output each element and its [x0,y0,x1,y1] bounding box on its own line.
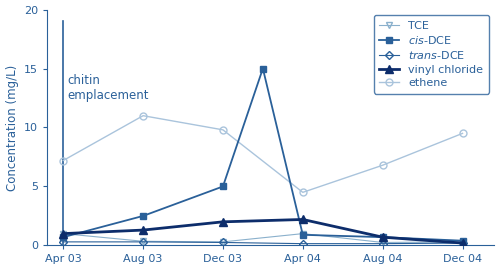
Legend: TCE, $\it{cis}$-DCE, $\it{trans}$-DCE, vinyl chloride, ethene: TCE, $\it{cis}$-DCE, $\it{trans}$-DCE, v… [374,15,489,94]
Text: chitin
emplacement: chitin emplacement [67,75,148,102]
Y-axis label: Concentration (mg/L): Concentration (mg/L) [6,64,18,191]
